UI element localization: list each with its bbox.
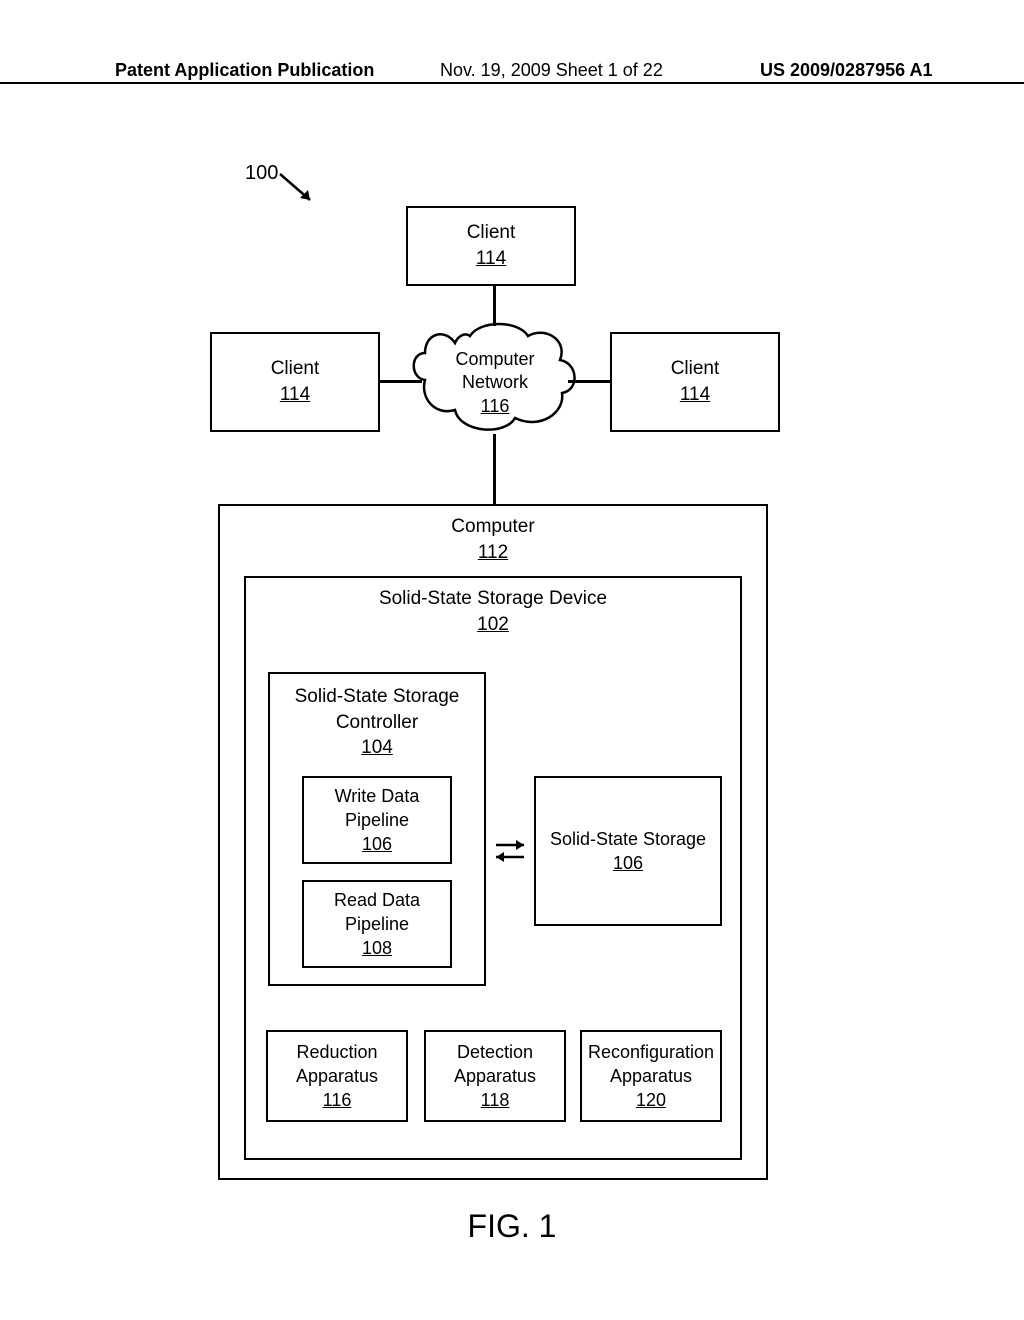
conn-right-h — [568, 380, 610, 383]
controller-title-1: Solid-State Storage — [295, 684, 460, 710]
double-arrow-icon — [486, 836, 534, 866]
header-mid: Nov. 19, 2009 Sheet 1 of 22 — [440, 60, 663, 81]
client-left-title: Client — [271, 356, 320, 382]
figure-caption: FIG. 1 — [0, 1208, 1024, 1245]
write-pipeline-t2: Pipeline — [345, 808, 409, 832]
read-pipeline-t2: Pipeline — [345, 912, 409, 936]
header-rule — [0, 82, 1024, 84]
client-top-ref: 114 — [476, 246, 506, 272]
reconfig-t1: Reconfiguration — [588, 1040, 714, 1064]
header-right: US 2009/0287956 A1 — [760, 60, 932, 81]
client-top-box: Client 114 — [406, 206, 576, 286]
reconfig-ref: 120 — [636, 1088, 666, 1112]
computer-ref: 112 — [478, 540, 508, 566]
network-title-2: Network — [410, 371, 580, 394]
network-title-1: Computer — [410, 348, 580, 371]
network-ref: 116 — [481, 395, 510, 418]
write-pipeline-box: Write Data Pipeline 106 — [302, 776, 452, 864]
system-ref-arrow-icon — [278, 170, 318, 208]
detection-t2: Apparatus — [454, 1064, 536, 1088]
controller-title-2: Controller — [336, 710, 418, 736]
page: Patent Application Publication Nov. 19, … — [0, 0, 1024, 1320]
reduction-t1: Reduction — [296, 1040, 377, 1064]
read-pipeline-box: Read Data Pipeline 108 — [302, 880, 452, 968]
reduction-ref: 116 — [323, 1088, 352, 1112]
reduction-t2: Apparatus — [296, 1064, 378, 1088]
header-left: Patent Application Publication — [115, 60, 374, 81]
client-left-ref: 114 — [280, 382, 310, 408]
read-pipeline-ref: 108 — [362, 936, 392, 960]
client-right-ref: 114 — [680, 382, 710, 408]
conn-top — [493, 286, 496, 326]
detection-t1: Detection — [457, 1040, 533, 1064]
conn-left-h — [380, 380, 422, 383]
read-pipeline-t1: Read Data — [334, 888, 420, 912]
write-pipeline-ref: 106 — [362, 832, 392, 856]
client-right-title: Client — [671, 356, 720, 382]
storage-ref: 106 — [613, 851, 643, 875]
storage-device-ref: 102 — [477, 612, 509, 638]
network-label: Computer Network 116 — [410, 348, 580, 418]
reconfig-t2: Apparatus — [610, 1064, 692, 1088]
storage-title: Solid-State Storage — [550, 827, 706, 851]
client-right-box: Client 114 — [610, 332, 780, 432]
system-ref-label: 100 — [245, 162, 278, 185]
conn-cloud-computer — [493, 434, 496, 504]
write-pipeline-t1: Write Data — [335, 784, 420, 808]
reduction-box: Reduction Apparatus 116 — [266, 1030, 408, 1122]
detection-box: Detection Apparatus 118 — [424, 1030, 566, 1122]
client-left-box: Client 114 — [210, 332, 380, 432]
client-top-title: Client — [467, 220, 516, 246]
reconfig-box: Reconfiguration Apparatus 120 — [580, 1030, 722, 1122]
computer-title: Computer — [451, 514, 534, 540]
controller-ref: 104 — [361, 735, 393, 761]
storage-box: Solid-State Storage 106 — [534, 776, 722, 926]
detection-ref: 118 — [481, 1088, 510, 1112]
storage-device-title: Solid-State Storage Device — [379, 586, 607, 612]
